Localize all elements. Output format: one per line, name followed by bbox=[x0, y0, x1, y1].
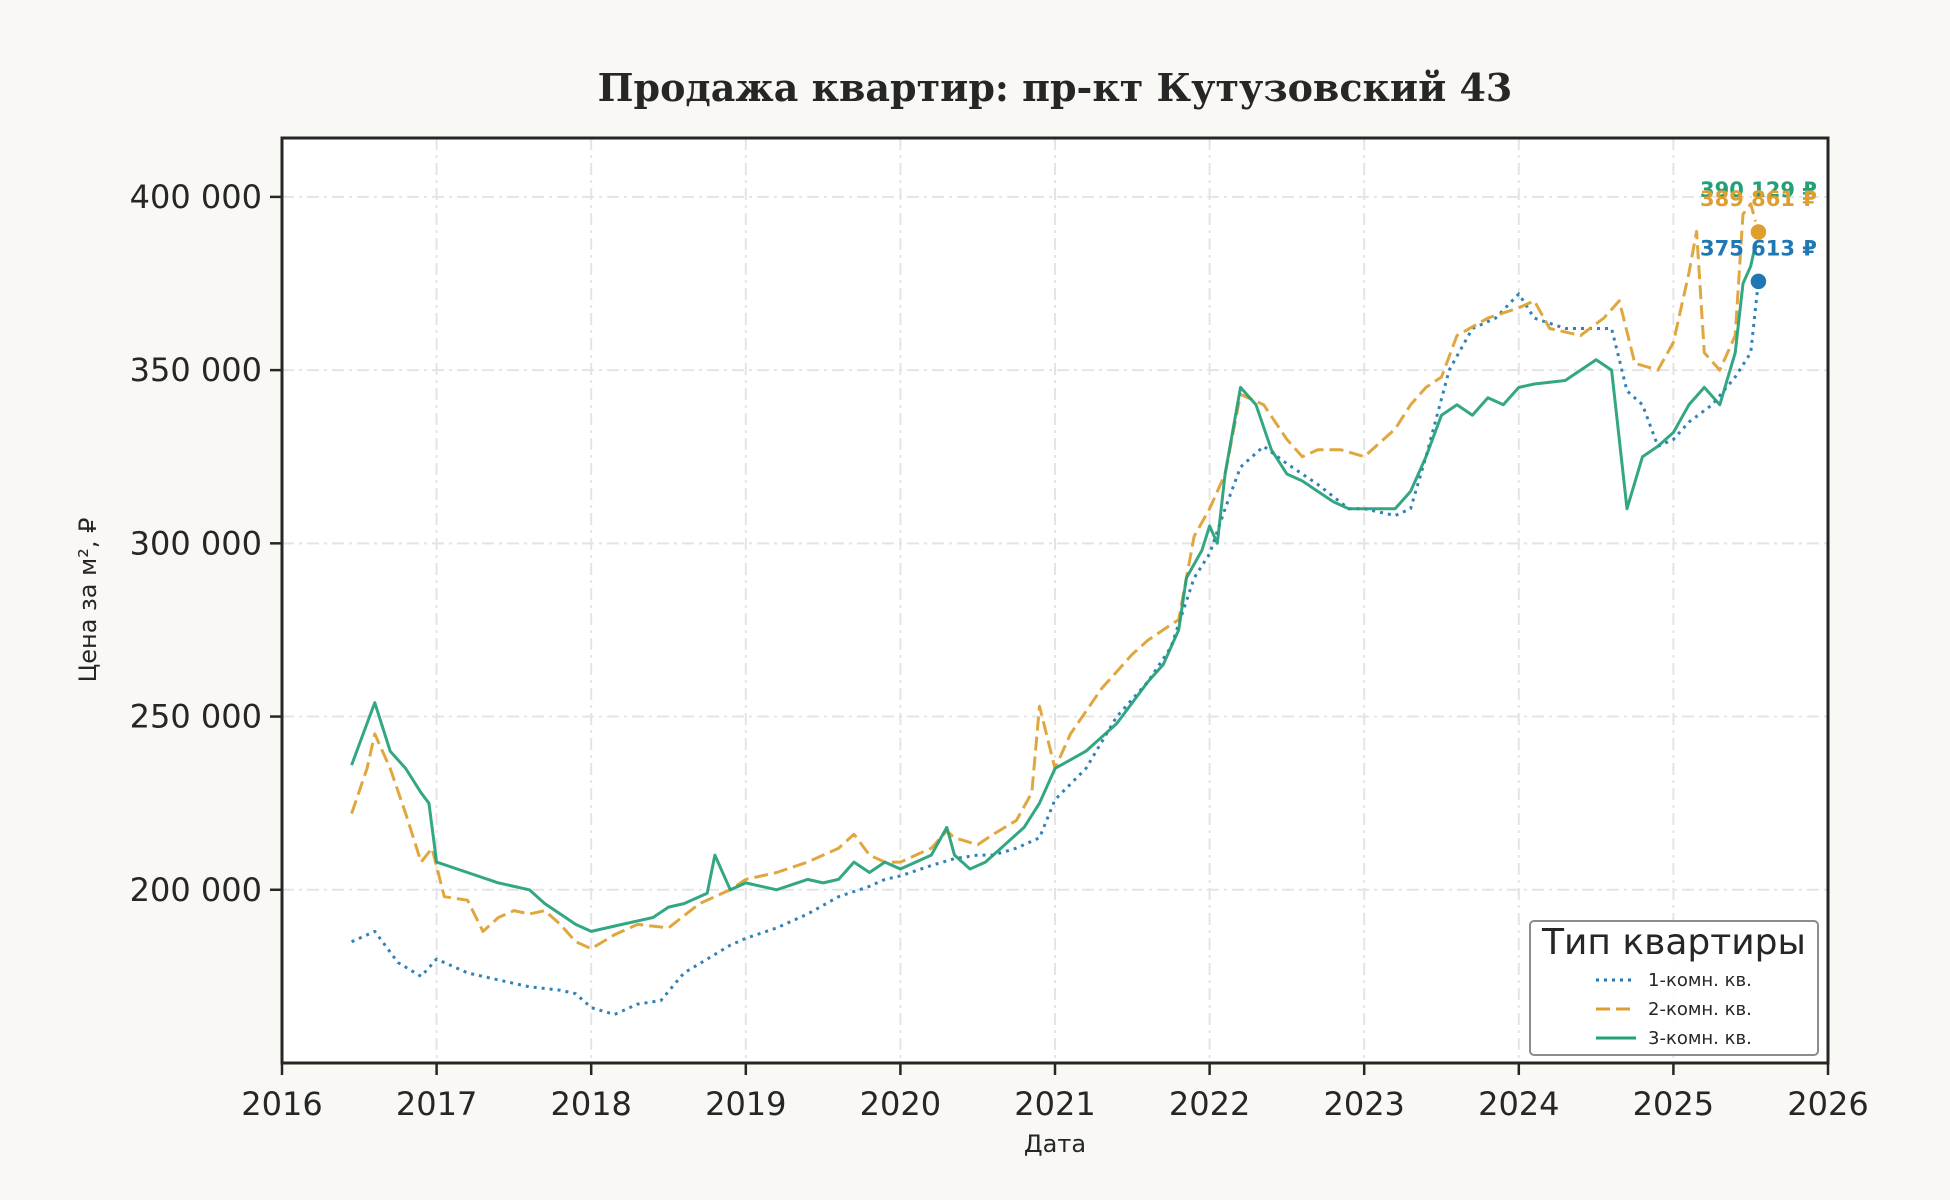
legend-label: 1-комн. кв. bbox=[1648, 970, 1752, 991]
y-tick-label: 350 000 bbox=[130, 351, 262, 389]
end-value-label: 390 129 ₽ bbox=[1700, 178, 1817, 202]
x-tick-label: 2019 bbox=[705, 1085, 786, 1123]
legend-label: 2-комн. кв. bbox=[1648, 999, 1752, 1020]
end-value-label: 375 613 ₽ bbox=[1700, 236, 1817, 260]
y-tick-label: 400 000 bbox=[130, 178, 262, 216]
x-axis: 2016 2017 2018 2019 2020 2021 2022 2023 2024 2025… bbox=[241, 1063, 1869, 1123]
x-tick-label: 2018 bbox=[550, 1085, 631, 1123]
legend-title: Тип квартиры bbox=[1541, 922, 1806, 963]
x-tick-label: 2016 bbox=[241, 1085, 322, 1123]
chart-title: Продажа квартир: пр-кт Кутузовский 43 bbox=[598, 65, 1513, 110]
series-line-2-room bbox=[350, 202, 1760, 951]
x-tick-label: 2020 bbox=[860, 1085, 941, 1123]
series-layer bbox=[350, 202, 1760, 1016]
end-value-label: 389 861 ₽ bbox=[1700, 187, 1817, 211]
x-tick-label: 2025 bbox=[1633, 1085, 1714, 1123]
y-axis: 200 000 250 000 300 000 350 000 400 000 bbox=[130, 178, 282, 909]
legend-label: 3-комн. кв. bbox=[1648, 1028, 1752, 1049]
x-axis-label: Дата bbox=[1024, 1130, 1086, 1158]
x-tick-label: 2024 bbox=[1478, 1085, 1559, 1123]
y-tick-label: 200 000 bbox=[130, 871, 262, 909]
x-tick-label: 2017 bbox=[396, 1085, 477, 1123]
legend-items: 1-комн. кв. 2-комн. кв. 3-комн. кв. bbox=[1596, 970, 1752, 1049]
y-tick-label: 250 000 bbox=[130, 698, 262, 736]
y-tick-label: 300 000 bbox=[130, 524, 262, 562]
y-axis-label: Цена за м², ₽ bbox=[74, 518, 102, 683]
end-markers: 390 129 ₽389 861 ₽ 375 613 ₽ bbox=[1700, 178, 1817, 292]
end-marker bbox=[1748, 221, 1769, 243]
x-tick-label: 2022 bbox=[1169, 1085, 1250, 1123]
legend: Тип квартиры 1-комн. кв. 2-комн. кв. 3-ком… bbox=[1529, 920, 1819, 1056]
x-tick-label: 2026 bbox=[1787, 1085, 1868, 1123]
legend-box bbox=[1529, 920, 1819, 1056]
end-marker bbox=[1748, 271, 1769, 292]
x-tick-label: 2023 bbox=[1323, 1085, 1404, 1123]
x-tick-label: 2021 bbox=[1014, 1085, 1095, 1123]
series-line-3-room bbox=[350, 230, 1760, 933]
